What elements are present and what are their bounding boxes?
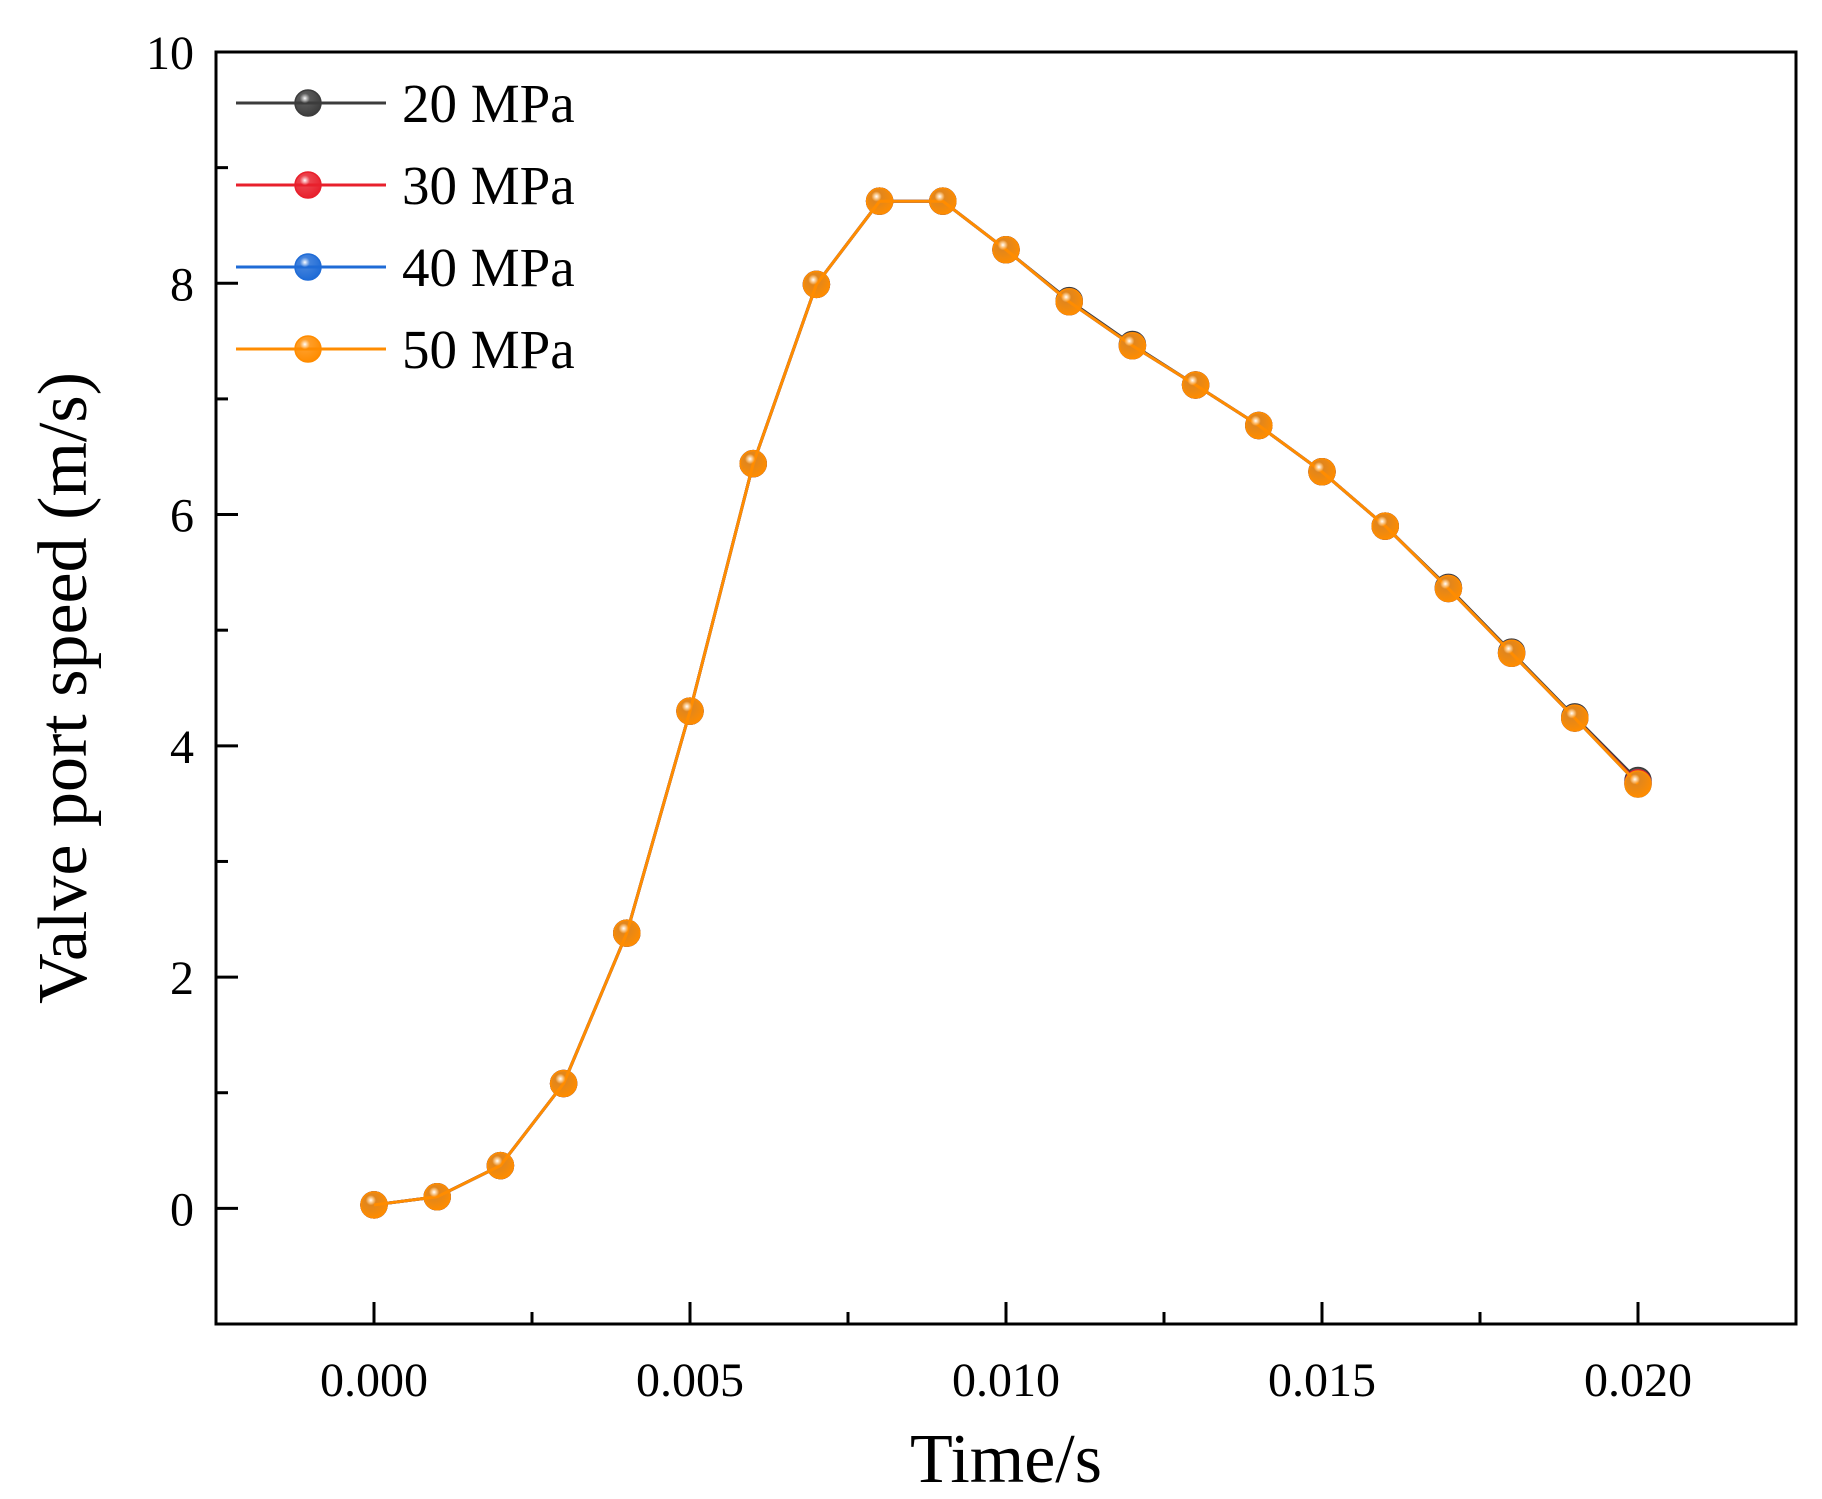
y-tick-label: 0	[170, 1183, 194, 1236]
x-tick-label: 0.000	[320, 1354, 428, 1407]
data-point	[865, 187, 894, 215]
data-point	[739, 449, 767, 478]
series-50-mpa	[360, 187, 1652, 1219]
x-tick-label: 0.015	[1268, 1354, 1376, 1407]
legend-entry: 50 MPa	[236, 319, 575, 380]
data-point	[1497, 639, 1526, 668]
data-point	[802, 270, 831, 299]
legend-label: 50 MPa	[402, 319, 575, 380]
data-point	[1434, 574, 1463, 603]
legend: 20 MPa 30 MPa 40 MPa 50 MPa	[236, 73, 575, 380]
legend-marker	[294, 171, 322, 199]
data-point	[992, 235, 1020, 264]
legend-label: 30 MPa	[402, 155, 575, 216]
y-axis-title: Valve port speed (m/s)	[25, 372, 102, 1004]
data-point	[1308, 458, 1336, 486]
y-tick-label: 8	[170, 258, 194, 311]
data-point	[1055, 288, 1083, 316]
x-tick-label: 0.010	[952, 1354, 1060, 1407]
y-tick-label: 6	[170, 490, 194, 543]
data-point	[929, 187, 957, 215]
x-tick-label: 0.005	[636, 1354, 744, 1407]
data-point	[1371, 512, 1399, 540]
series-layer	[360, 187, 1652, 1219]
data-point	[549, 1069, 578, 1098]
data-point	[1118, 331, 1147, 360]
x-axis-title: Time/s	[910, 1421, 1102, 1498]
legend-entry: 20 MPa	[236, 73, 575, 134]
legend-marker	[294, 253, 322, 281]
y-tick-label: 4	[170, 721, 194, 774]
data-point	[486, 1151, 515, 1180]
data-point	[423, 1183, 451, 1211]
data-point	[1561, 704, 1589, 732]
data-point	[613, 919, 641, 947]
y-tick-label: 2	[170, 952, 194, 1005]
plot-frame	[214, 50, 1798, 1326]
legend-entry: 30 MPa	[236, 155, 575, 216]
x-tick-label: 0.020	[1584, 1354, 1692, 1407]
y-tick-label: 10	[146, 27, 194, 80]
legend-marker	[294, 89, 322, 117]
data-point	[360, 1191, 388, 1219]
tick-labels: 0.000 0.005 0.010 0.015 0.020 0 2 4 6 8 10	[146, 27, 1692, 1407]
data-point	[1624, 770, 1652, 798]
data-point	[676, 697, 704, 725]
legend-label: 20 MPa	[402, 73, 575, 134]
data-point	[1181, 371, 1210, 399]
legend-label: 40 MPa	[402, 237, 575, 298]
legend-entry: 40 MPa	[236, 237, 575, 298]
data-point	[1245, 411, 1273, 440]
legend-marker	[294, 335, 322, 363]
